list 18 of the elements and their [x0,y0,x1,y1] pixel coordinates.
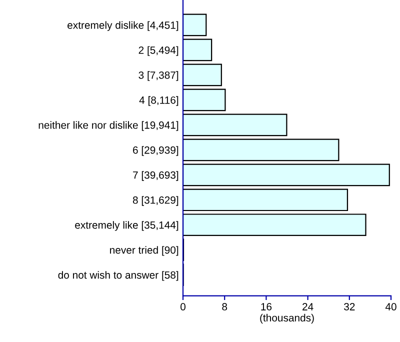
x-tick-label: 40 [385,303,396,310]
x-tick-label: 8 [222,303,228,310]
y-tick-label: 2 [5,494] [138,46,178,56]
y-tick-label: 8 [31,629] [132,196,178,206]
x-tick-label: 16 [261,303,272,310]
y-tick-label: 6 [29,939] [133,146,178,156]
x-tick-label: 0 [180,303,186,310]
y-tick-label: extremely dislike [4,451] [68,21,178,31]
x-tick-label: 32 [344,303,355,310]
x-axis-title: (thousands) [260,314,314,324]
y-tick-label: 3 [7,387] [138,71,178,81]
y-tick-label: neither like nor dislike [19,941] [38,121,178,131]
y-tick-label: never tried [90] [110,246,178,256]
x-tick-label: 24 [302,303,314,310]
y-tick-label: 7 [39,693] [133,171,178,181]
y-tick-label: 4 [8,116] [139,96,178,106]
y-tick-label: extremely like [35,144] [75,221,178,231]
y-tick-label: do not wish to answer [58] [58,271,178,281]
